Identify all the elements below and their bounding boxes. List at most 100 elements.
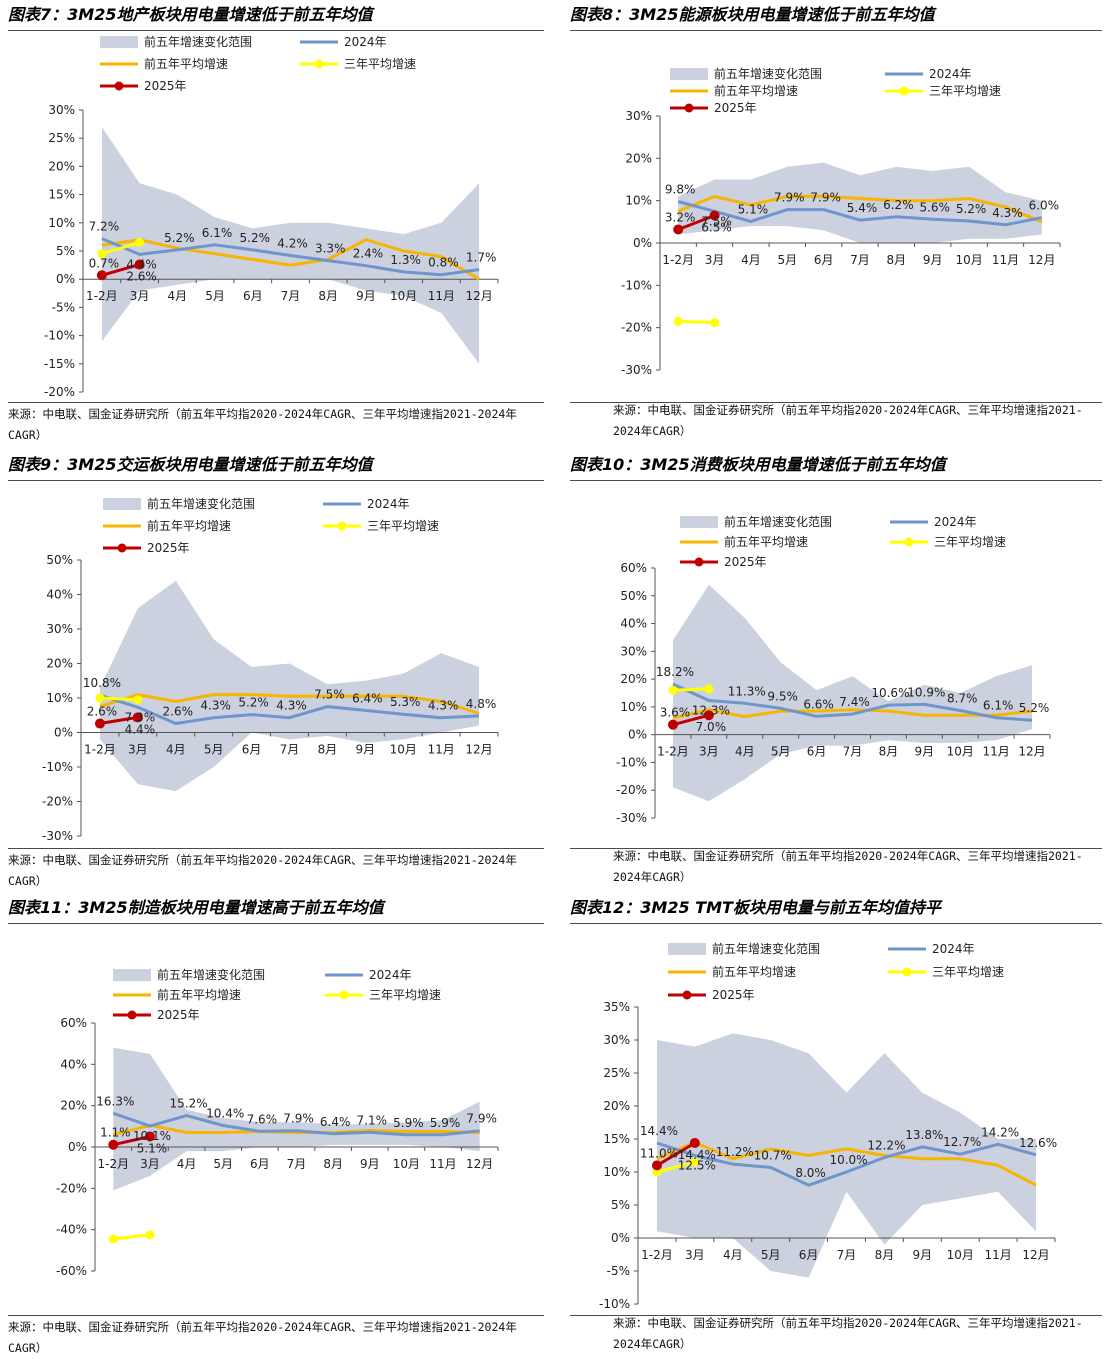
data-label-2024: 16.3%: [96, 1094, 134, 1108]
legend-2024-label: 2024年: [369, 968, 412, 982]
data-label-2024: 8.7%: [947, 692, 978, 706]
chart-panel-7: 图表7：3M25地产板块用电量增速低于前五年均值 -20% -15% -10% -5%…: [8, 0, 544, 450]
series-line-avg5: [656, 1140, 1037, 1187]
data-label-2024: 4.8%: [466, 697, 497, 711]
y-tick-label: -10%: [44, 329, 75, 343]
series-line-avg3: [672, 687, 709, 692]
x-tick-label: 1-2月: [641, 1248, 673, 1262]
y-tick-label: 30%: [46, 622, 73, 636]
series-line-2025: [99, 715, 139, 725]
x-tick-label: 5月: [204, 743, 224, 757]
y-tick-label: 10%: [625, 194, 652, 208]
x-tick-label: 11月: [992, 253, 1019, 267]
data-label-2024: 7.9%: [774, 191, 805, 205]
avg3-point: [97, 249, 107, 259]
data-label-2024: 10.7%: [754, 1148, 792, 1162]
y-tick-label: -10%: [616, 755, 647, 769]
avg3-point: [710, 318, 720, 328]
x-tick-label: 8月: [318, 289, 338, 303]
y-tick-label: -10%: [42, 760, 73, 774]
legend-avg5-label: 前五年平均增速: [714, 83, 798, 98]
x-tick-label: 4月: [741, 253, 761, 267]
y-tick-label: 60%: [620, 561, 647, 575]
y-tick-label: -40%: [56, 1223, 87, 1237]
series-line-2024: [677, 200, 1043, 227]
y-tick-label: 0%: [611, 1231, 630, 1245]
x-tick-label: 9月: [355, 743, 375, 757]
data-label-2024: 0.8%: [428, 256, 459, 270]
y-tick-label: -5%: [52, 300, 75, 314]
y-tick-label: 20%: [46, 657, 73, 671]
data-label-2024: 12.6%: [1019, 1136, 1057, 1150]
data-label-2024: 5.1%: [738, 202, 769, 216]
data-label-2024: 9.8%: [665, 183, 696, 197]
band-area: [100, 580, 479, 792]
chart-panel-9: 图表9：3M25交运板块用电量增速低于前五年均值 -30% -20% -10% 0% 1…: [8, 450, 544, 895]
y-tick-label: 30%: [603, 1033, 630, 1047]
data-label-2024: 10.4%: [206, 1107, 244, 1121]
legend-band-label: 前五年增速变化范围: [144, 34, 252, 49]
data-label-2025: 2.6%: [87, 705, 118, 719]
legend-avg3-label: 三年平均增速: [934, 535, 1006, 549]
data-label-2024: 10.9%: [907, 685, 945, 699]
band-area: [113, 1047, 480, 1191]
series-line-2025: [101, 263, 141, 277]
legend-2025-label: 2025年: [157, 1008, 200, 1022]
series-line-avg3: [99, 696, 138, 702]
y-tick-label: 20%: [48, 159, 75, 173]
y-tick-label: 40%: [60, 1057, 87, 1071]
chart-title: 图表9：3M25交运板块用电量增速低于前五年均值: [8, 455, 373, 474]
data-label-2024: 10.0%: [829, 1153, 867, 1167]
data-label-2024: 11.3%: [728, 684, 766, 698]
band-area: [101, 126, 480, 364]
title-rule: [570, 923, 1102, 924]
chart-panel-10: 图表10：3M25消费板块用电量增速低于前五年均值 -30% -20% -10% 0%…: [570, 450, 1102, 895]
x-tick-label: 12月: [465, 289, 492, 303]
chart-title: 图表8：3M25能源板块用电量增速低于前五年均值: [570, 5, 935, 24]
data-label-2024: 10.8%: [83, 676, 121, 690]
y-tick-label: 50%: [46, 553, 73, 567]
source-rule: [8, 848, 544, 849]
legend-2025-label: 2025年: [144, 79, 187, 93]
legend-2024-label: 2024年: [929, 67, 972, 81]
legend-avg3-marker: [904, 537, 914, 547]
y-tick-label: 15%: [48, 188, 75, 202]
data-label-2025: 0.7%: [89, 256, 120, 270]
y2025-point: [651, 1160, 662, 1171]
y-tick-label: -20%: [42, 795, 73, 809]
y-tick-label: 30%: [625, 109, 652, 123]
legend-2025-marker: [694, 557, 704, 567]
x-tick-label: 3月: [140, 1157, 160, 1171]
legend-avg5-label: 前五年平均增速: [144, 56, 228, 71]
data-label-2024: 12.3%: [692, 704, 730, 718]
legend-band-swatch: [113, 969, 151, 981]
data-label-2024: 7.1%: [357, 1113, 388, 1127]
x-tick-label: 4月: [166, 743, 186, 757]
x-tick-label: 11月: [984, 1248, 1011, 1262]
y-tick-label: 0%: [56, 272, 75, 286]
legend-avg3-label: 三年平均增速: [932, 965, 1004, 979]
legend-band-swatch: [670, 68, 708, 80]
data-label-2024: 5.2%: [956, 202, 987, 216]
y-tick-label: 20%: [60, 1099, 87, 1113]
avg3-point: [133, 695, 143, 705]
y-tick-label: 40%: [620, 617, 647, 631]
x-tick-label: 10月: [955, 253, 982, 267]
series-line-avg5: [101, 238, 480, 281]
x-tick-label: 4月: [735, 745, 755, 759]
y-tick-label: 10%: [48, 216, 75, 230]
x-tick-label: 3月: [685, 1248, 705, 1262]
legend-band-label: 前五年增速变化范围: [714, 66, 822, 81]
data-label-2024: 6.4%: [320, 1115, 351, 1129]
avg3-point: [690, 1157, 700, 1167]
y2025-point: [709, 210, 720, 221]
data-label-2025: 11.0%: [640, 1146, 678, 1160]
data-label-2024: 5.3%: [390, 695, 421, 709]
y2025-point: [689, 1137, 700, 1148]
data-label-2024: 5.2%: [1019, 701, 1050, 715]
y-tick-label: 50%: [620, 589, 647, 603]
avg3-point: [95, 693, 105, 703]
y-tick-label: 20%: [625, 151, 652, 165]
data-label-2024: 7.6%: [247, 1112, 278, 1126]
legend-band-swatch: [103, 498, 141, 510]
